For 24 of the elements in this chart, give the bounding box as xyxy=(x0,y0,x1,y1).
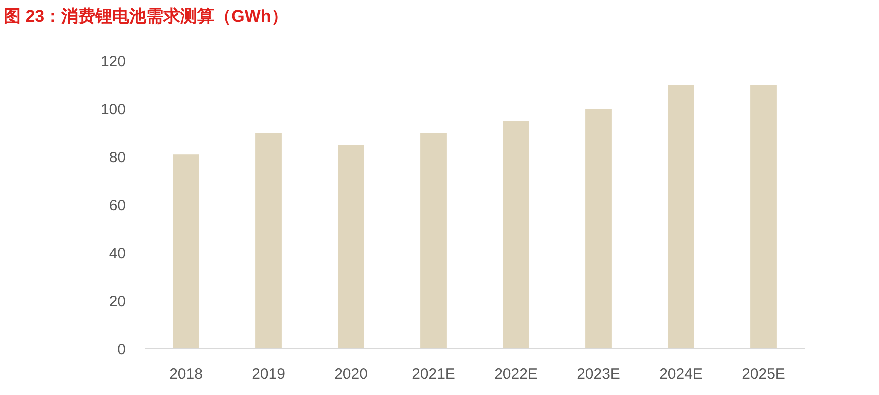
chart-title: 图 23：消费锂电池需求测算（GWh） xyxy=(4,7,288,26)
bar xyxy=(338,145,364,349)
x-tick-label: 2024E xyxy=(660,366,703,383)
x-tick-label: 2025E xyxy=(742,366,786,383)
bar xyxy=(503,121,530,349)
y-tick-label: 40 xyxy=(109,245,126,262)
bar xyxy=(668,85,694,349)
y-tick-label: 100 xyxy=(100,101,126,118)
y-tick-label: 0 xyxy=(118,341,126,358)
x-tick-label: 2018 xyxy=(170,366,203,383)
y-tick-label: 60 xyxy=(109,197,126,214)
bar xyxy=(420,133,447,349)
bar xyxy=(586,109,612,349)
y-tick-label: 20 xyxy=(109,293,126,310)
x-tick-label: 2021E xyxy=(412,366,456,383)
y-tick-label: 80 xyxy=(109,149,126,166)
bar xyxy=(750,85,777,349)
y-tick-label: 120 xyxy=(100,53,126,70)
x-tick-label: 2020 xyxy=(334,366,368,383)
bar xyxy=(173,154,200,349)
bar xyxy=(256,133,282,349)
x-tick-label: 2023E xyxy=(577,366,620,383)
x-tick-label: 2022E xyxy=(494,366,538,383)
x-tick-label: 2019 xyxy=(252,366,286,383)
